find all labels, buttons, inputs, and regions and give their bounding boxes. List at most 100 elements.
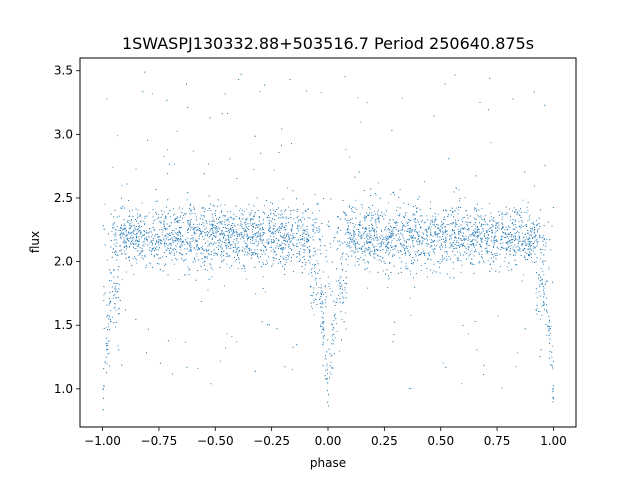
data-point	[228, 219, 229, 221]
data-point	[517, 239, 519, 241]
data-point	[193, 257, 195, 259]
data-point	[260, 240, 262, 242]
data-point	[292, 254, 294, 255]
data-point	[432, 220, 433, 222]
data-point	[202, 236, 204, 237]
data-point	[377, 254, 379, 256]
data-point	[236, 248, 238, 250]
data-point	[113, 276, 114, 278]
data-point	[207, 210, 209, 211]
data-point	[230, 229, 232, 230]
data-point	[414, 251, 416, 252]
data-point	[471, 243, 473, 245]
data-point	[278, 246, 280, 248]
data-point	[314, 267, 316, 269]
data-point	[170, 235, 172, 236]
data-point	[136, 232, 138, 234]
data-point	[481, 239, 483, 240]
data-point	[305, 211, 307, 213]
data-point	[195, 232, 197, 234]
data-point	[176, 238, 178, 240]
data-point	[424, 252, 426, 254]
data-point	[465, 221, 467, 223]
data-point	[414, 230, 415, 232]
data-point	[433, 115, 435, 117]
data-point	[135, 208, 137, 210]
data-point	[253, 218, 254, 220]
data-point	[379, 197, 381, 199]
data-point	[123, 225, 125, 227]
data-point	[548, 321, 550, 323]
data-point	[128, 220, 130, 222]
data-point	[372, 224, 373, 226]
data-point	[217, 231, 218, 233]
data-point	[172, 234, 174, 236]
data-point	[407, 228, 409, 230]
data-point	[272, 218, 273, 219]
data-point	[397, 233, 399, 235]
data-point	[269, 247, 271, 248]
data-point	[245, 224, 246, 226]
data-point	[212, 232, 214, 234]
data-point	[225, 253, 227, 254]
data-point	[387, 236, 389, 238]
data-point	[448, 158, 450, 160]
data-point	[157, 218, 159, 220]
data-point	[156, 263, 158, 264]
data-point	[283, 259, 285, 260]
data-point	[116, 242, 118, 244]
data-point	[116, 297, 118, 299]
data-point	[155, 212, 157, 213]
data-point	[175, 237, 177, 239]
data-point	[531, 261, 533, 263]
data-point	[141, 255, 143, 257]
data-point	[303, 203, 304, 205]
data-point	[222, 230, 224, 232]
data-point	[452, 211, 454, 213]
data-point	[506, 249, 507, 251]
data-point	[176, 130, 178, 132]
data-point	[458, 257, 459, 259]
data-point	[138, 225, 140, 227]
data-point	[391, 247, 392, 248]
data-point	[476, 227, 478, 229]
data-point	[506, 253, 507, 255]
data-point	[253, 252, 255, 253]
data-point	[410, 231, 412, 233]
data-point	[216, 254, 218, 256]
data-point	[359, 220, 361, 222]
data-point	[473, 255, 475, 257]
data-point	[326, 351, 328, 353]
data-point	[189, 226, 191, 228]
data-point	[514, 228, 516, 230]
data-point	[297, 225, 299, 226]
data-point	[508, 262, 510, 264]
data-point	[116, 226, 118, 227]
data-point	[428, 254, 430, 256]
data-point	[495, 225, 497, 226]
data-point	[331, 367, 333, 369]
data-point	[499, 266, 501, 267]
data-point	[212, 216, 214, 218]
data-point	[138, 241, 140, 243]
data-point	[243, 229, 245, 231]
data-point	[479, 234, 481, 236]
data-point	[541, 305, 543, 307]
data-point	[222, 215, 224, 217]
data-point	[351, 241, 353, 243]
data-point	[298, 251, 300, 252]
data-point	[463, 236, 465, 237]
data-point	[185, 258, 187, 260]
data-point	[160, 240, 162, 241]
data-point	[292, 346, 294, 348]
data-point	[286, 233, 288, 235]
data-point	[526, 238, 528, 240]
data-point	[169, 243, 171, 245]
data-point	[105, 342, 107, 344]
data-point	[481, 238, 483, 240]
data-point	[347, 242, 348, 244]
data-point	[537, 229, 538, 231]
data-point	[483, 374, 484, 375]
data-point	[368, 241, 370, 243]
data-point	[268, 241, 270, 243]
